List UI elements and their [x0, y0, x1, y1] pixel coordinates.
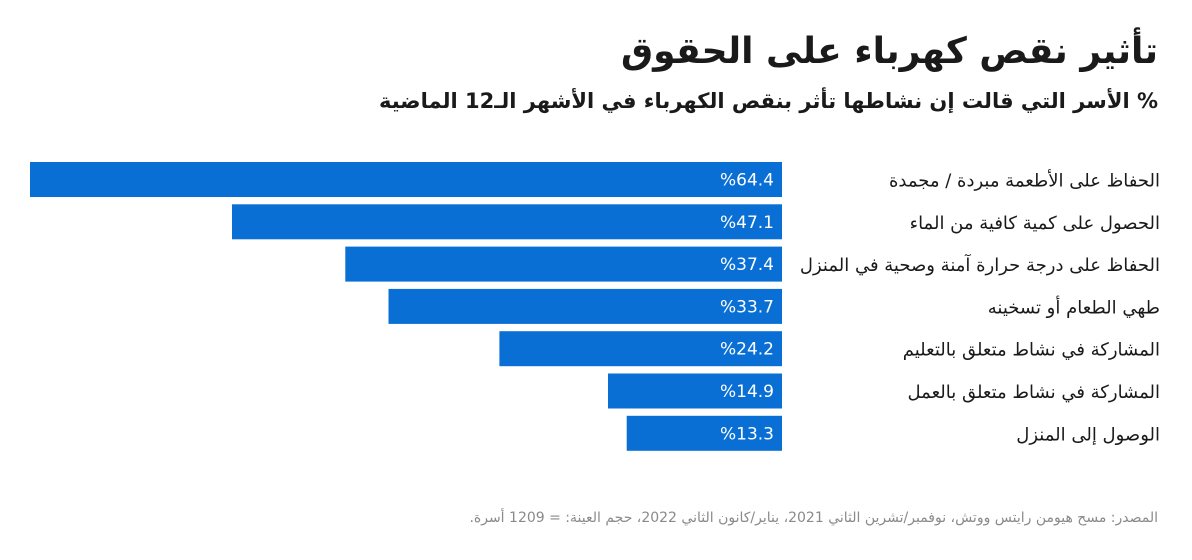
chart-subtitle: % الأسر التي قالت إن نشاطها تأثر بنقص ال…: [379, 89, 1158, 113]
bar: [232, 204, 782, 240]
category-label: الحفاظ على درجة حرارة آمنة وصحية في المن…: [800, 253, 1160, 276]
bar: [345, 246, 782, 282]
bar-value-label: %37.4: [720, 255, 774, 275]
category-label: الوصول إلى المنزل: [1016, 424, 1160, 445]
bar-value-label: %13.3: [720, 424, 774, 444]
bar: [388, 288, 782, 324]
category-label: طهي الطعام أو تسخينه: [988, 295, 1160, 318]
category-label: المشاركة في نشاط متعلق بالعمل: [908, 382, 1160, 403]
bar-chart: %64.4 الحفاظ على الأطعمة مبردة / مجمدة %47…: [30, 162, 1160, 451]
category-label: المشاركة في نشاط متعلق بالتعليم: [903, 340, 1160, 361]
bar-value-label: %47.1: [720, 213, 774, 233]
bar: [499, 331, 782, 367]
source-note: المصدر: مسح هيومن رايتس ووتش، نوفمبر/تشر…: [469, 510, 1158, 526]
bar-value-label: %33.7: [720, 297, 774, 317]
bar: [30, 162, 782, 197]
category-label: الحفاظ على الأطعمة مبردة / مجمدة: [889, 170, 1160, 192]
chart-title: تأثير نقص كهرباء على الحقوق: [620, 31, 1158, 72]
bar: [608, 373, 782, 409]
bar: [626, 415, 782, 451]
bars-group: %64.4 الحفاظ على الأطعمة مبردة / مجمدة %47…: [30, 162, 1160, 451]
bar-value-label: %64.4: [720, 171, 774, 191]
bar-value-label: %14.9: [720, 382, 774, 402]
category-label: الحصول على كمية كافية من الماء: [910, 213, 1160, 234]
bar-value-label: %24.2: [720, 340, 774, 360]
